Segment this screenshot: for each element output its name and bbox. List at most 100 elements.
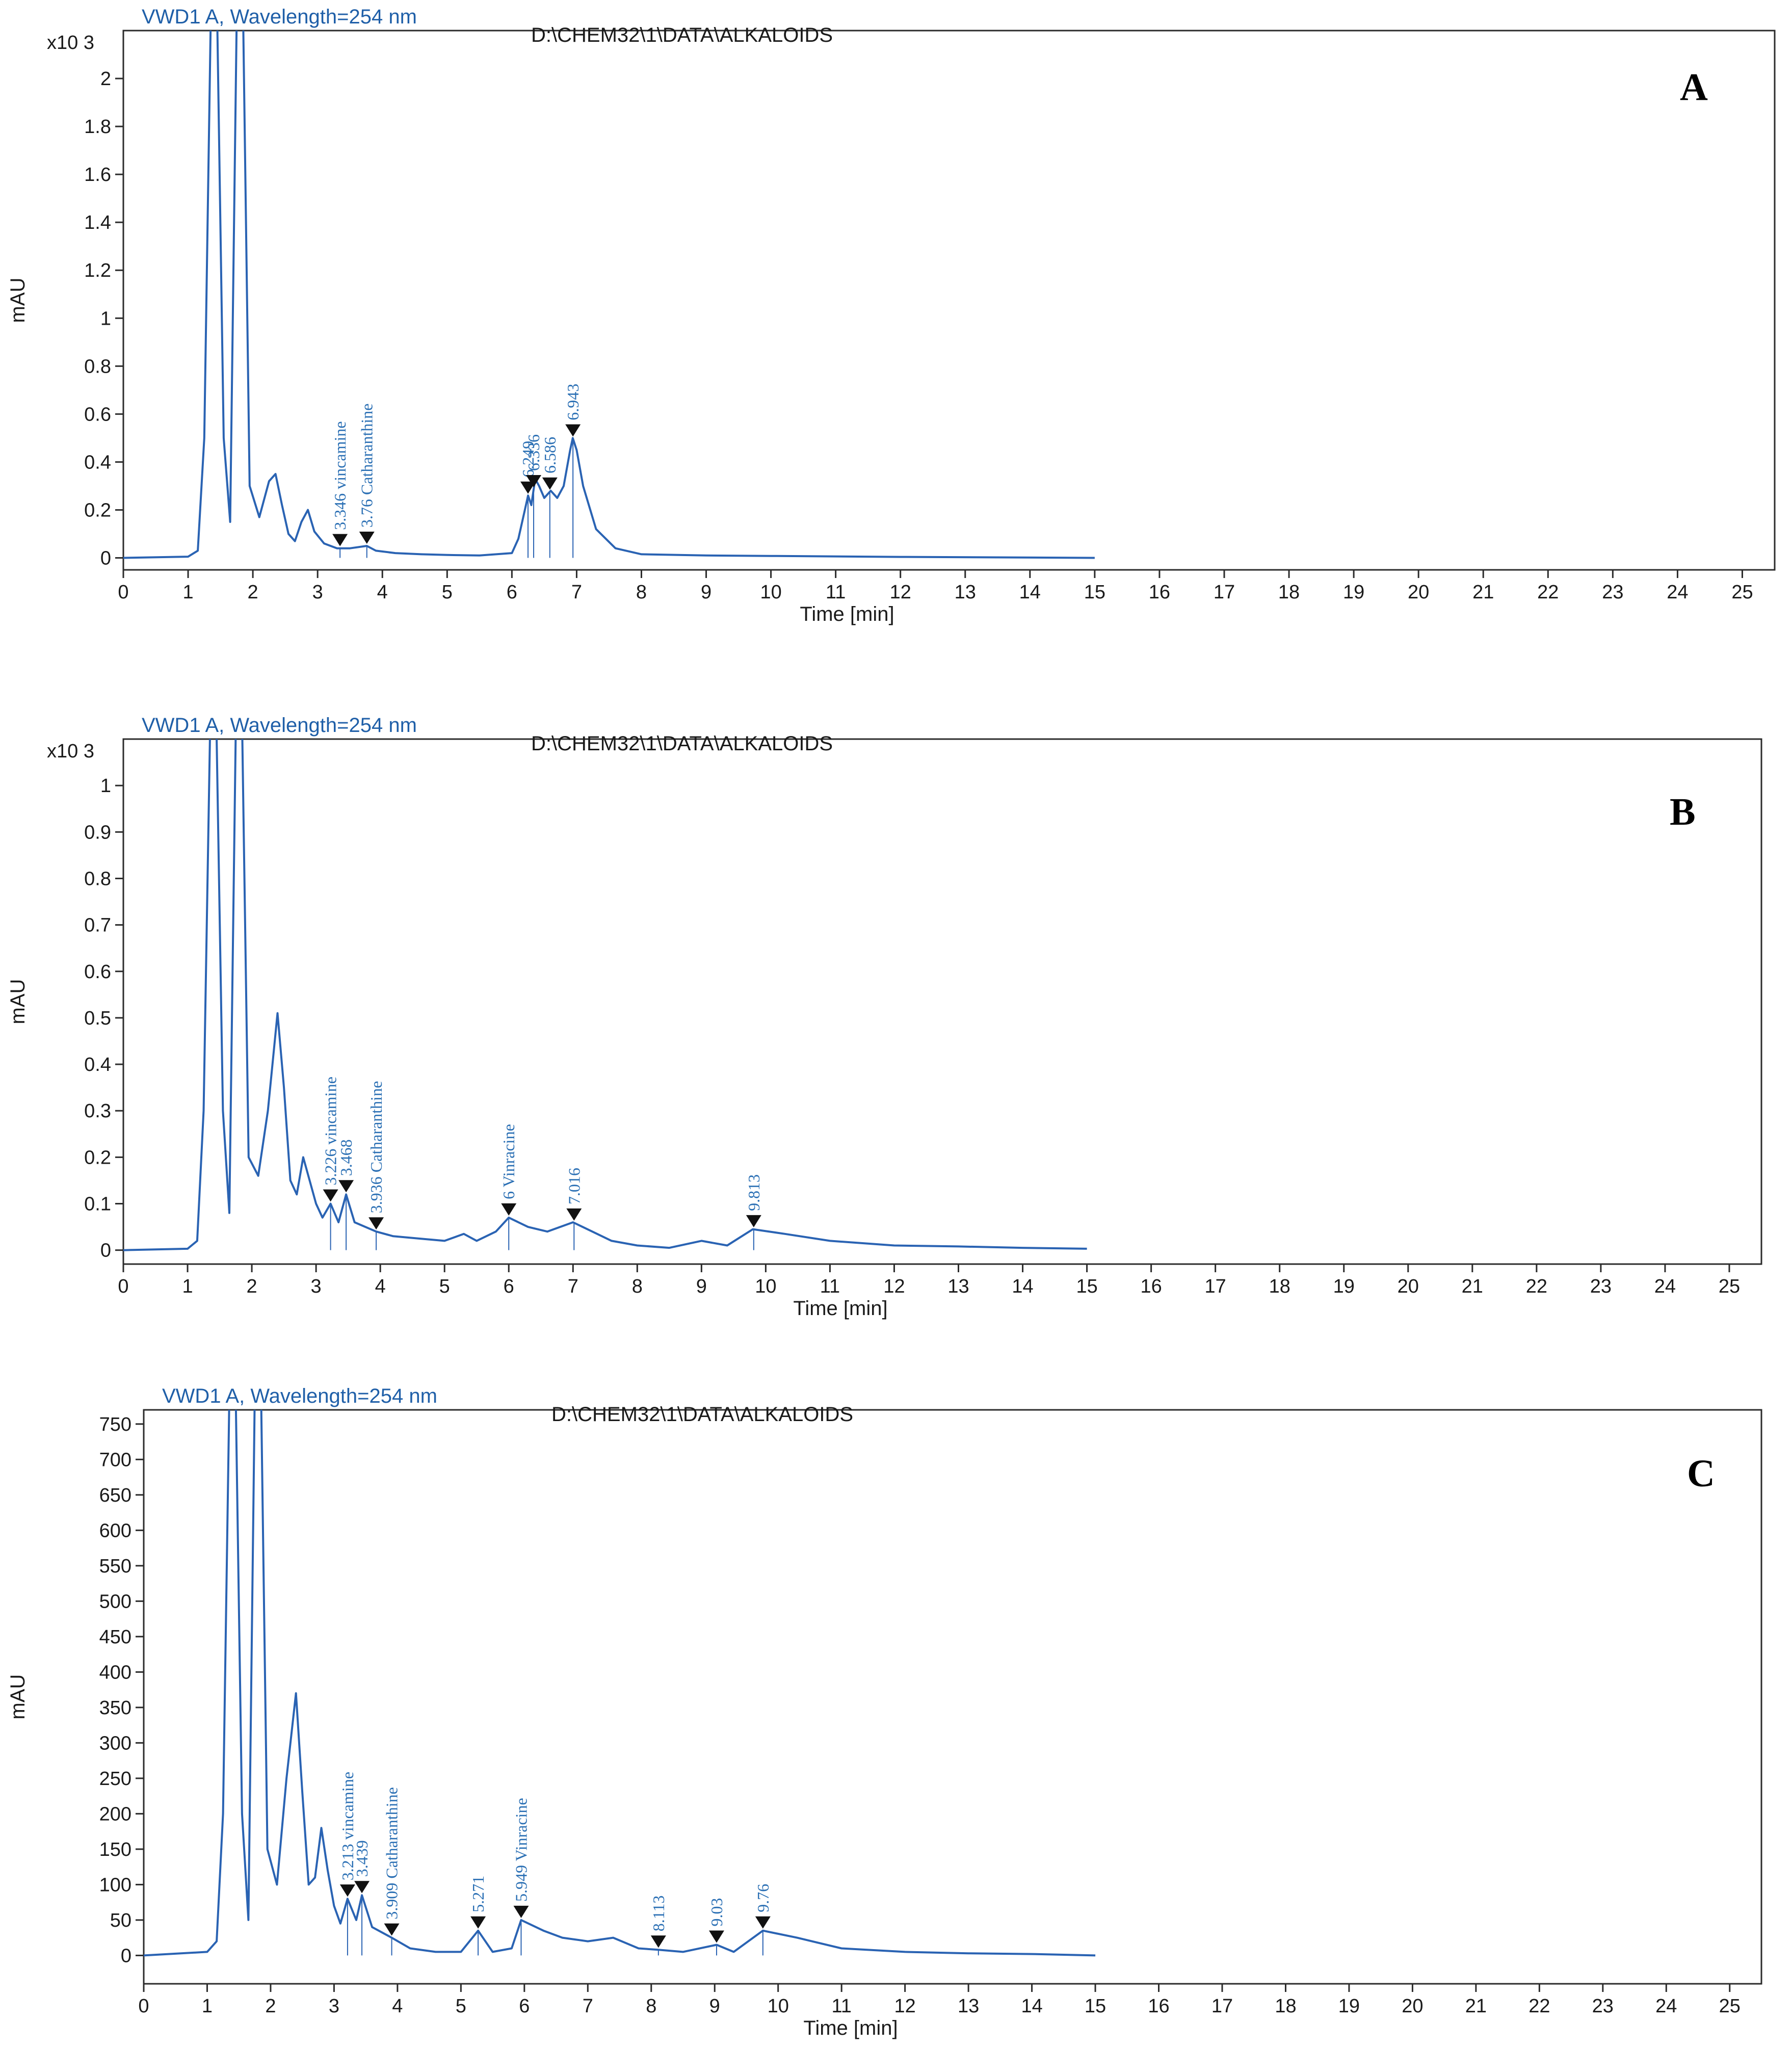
peak-label: 3.909 Catharanthine xyxy=(383,1787,401,1919)
peak-label: 3.468 xyxy=(337,1139,355,1176)
x-tick-label: 2 xyxy=(248,582,258,603)
y-tick-label: 150 xyxy=(99,1839,131,1860)
x-axis-label: Time [min] xyxy=(800,603,894,625)
peak-marker xyxy=(368,1217,384,1230)
y-tick-label: 1 xyxy=(100,308,111,329)
x-tick-label: 1 xyxy=(182,1276,193,1297)
peak-marker xyxy=(384,1923,400,1936)
y-tick-label: 0.9 xyxy=(84,822,111,843)
peak-label: 6.336 xyxy=(524,434,543,471)
x-tick-label: 18 xyxy=(1278,582,1300,603)
y-axis-label: mAU xyxy=(7,278,29,323)
y-tick-label: 1 xyxy=(100,775,111,797)
peak-marker xyxy=(708,1930,724,1943)
x-tick-label: 24 xyxy=(1654,1276,1676,1297)
peak-marker xyxy=(354,1881,370,1894)
y-multiplier: x10 3 xyxy=(47,741,94,762)
peak-label: 3.76 Catharanthine xyxy=(358,403,376,527)
peak-marker xyxy=(501,1203,517,1216)
signal-header: VWD1 A, Wavelength=254 nm xyxy=(142,6,417,28)
x-tick-label: 11 xyxy=(820,1276,840,1297)
x-tick-label: 25 xyxy=(1719,1996,1741,2017)
x-tick-label: 3 xyxy=(312,582,323,603)
peak-marker xyxy=(650,1935,666,1948)
x-tick-label: 8 xyxy=(636,582,647,603)
x-tick-label: 8 xyxy=(632,1276,643,1297)
y-tick-label: 350 xyxy=(99,1697,131,1719)
x-tick-label: 3 xyxy=(329,1996,339,2017)
y-tick-label: 0.2 xyxy=(84,1147,111,1168)
x-tick-label: 4 xyxy=(375,1276,386,1297)
y-tick-label: 550 xyxy=(99,1556,131,1577)
signal-trace xyxy=(123,31,1095,559)
x-tick-label: 22 xyxy=(1526,1276,1547,1297)
peak-label: 6.943 xyxy=(564,384,582,421)
file-path-header: D:\CHEM32\1\DATA\ALKALOIDS xyxy=(551,1403,853,1426)
x-tick-label: 23 xyxy=(1592,1996,1614,2017)
y-tick-label: 0.6 xyxy=(84,404,111,425)
x-tick-label: 22 xyxy=(1529,1996,1550,2017)
x-tick-label: 11 xyxy=(826,582,846,603)
y-tick-label: 2 xyxy=(100,68,111,90)
y-tick-label: 750 xyxy=(99,1414,131,1435)
peak-label: 6 Vinracine xyxy=(499,1124,518,1199)
y-tick-label: 100 xyxy=(99,1874,131,1896)
y-tick-label: 0 xyxy=(100,547,111,569)
x-tick-label: 1 xyxy=(182,582,193,603)
peak-label: 3.439 xyxy=(353,1840,371,1877)
y-tick-label: 600 xyxy=(99,1520,131,1541)
x-tick-label: 19 xyxy=(1343,582,1364,603)
x-tick-label: 9 xyxy=(696,1276,707,1297)
peak-marker xyxy=(339,1884,355,1897)
peak-marker xyxy=(755,1916,771,1929)
x-tick-label: 21 xyxy=(1462,1276,1483,1297)
x-tick-label: 13 xyxy=(958,1996,979,2017)
x-tick-label: 15 xyxy=(1084,582,1105,603)
file-path-header: D:\CHEM32\1\DATA\ALKALOIDS xyxy=(531,732,833,755)
x-tick-label: 0 xyxy=(118,582,128,603)
panel-letter: A xyxy=(1680,66,1708,109)
peak-label: 3.936 Catharanthine xyxy=(367,1081,385,1213)
x-tick-label: 13 xyxy=(955,582,976,603)
x-tick-label: 18 xyxy=(1275,1996,1296,2017)
y-tick-label: 0.4 xyxy=(84,1054,111,1075)
x-axis-label: Time [min] xyxy=(793,1297,887,1320)
peak-label: 6.586 xyxy=(541,437,559,474)
x-tick-label: 12 xyxy=(883,1276,905,1297)
panel-letter: C xyxy=(1687,1452,1715,1495)
y-tick-label: 0.8 xyxy=(84,868,111,889)
x-tick-label: 20 xyxy=(1402,1996,1423,2017)
x-tick-label: 14 xyxy=(1019,582,1041,603)
peak-marker xyxy=(513,1905,529,1918)
x-tick-label: 5 xyxy=(456,1996,466,2017)
y-tick-label: 450 xyxy=(99,1626,131,1648)
x-tick-label: 4 xyxy=(392,1996,403,2017)
x-tick-label: 14 xyxy=(1012,1276,1033,1297)
x-tick-label: 5 xyxy=(439,1276,450,1297)
x-tick-label: 17 xyxy=(1214,582,1235,603)
x-tick-label: 16 xyxy=(1149,582,1170,603)
peak-marker xyxy=(542,477,558,490)
y-tick-label: 50 xyxy=(110,1910,131,1931)
x-tick-label: 1 xyxy=(202,1996,213,2017)
signal-trace xyxy=(144,1410,1096,1957)
x-tick-label: 24 xyxy=(1667,582,1688,603)
signal-header: VWD1 A, Wavelength=254 nm xyxy=(162,1385,437,1407)
panel-c: VWD1 A, Wavelength=254 nm D:\CHEM32\1\DAT… xyxy=(7,1385,1762,2039)
y-tick-label: 0 xyxy=(100,1240,111,1262)
x-tick-label: 0 xyxy=(118,1276,128,1297)
peak-label: 8.113 xyxy=(649,1895,668,1931)
x-tick-label: 10 xyxy=(768,1996,789,2017)
peak-marker xyxy=(338,1180,354,1193)
y-tick-label: 650 xyxy=(99,1485,131,1506)
y-tick-label: 1.6 xyxy=(84,164,111,186)
x-tick-label: 13 xyxy=(947,1276,969,1297)
x-tick-label: 14 xyxy=(1021,1996,1042,2017)
x-tick-label: 25 xyxy=(1719,1276,1740,1297)
peak-label: 3.213 vincamine xyxy=(338,1772,357,1880)
y-tick-label: 700 xyxy=(99,1449,131,1471)
x-tick-label: 7 xyxy=(583,1996,593,2017)
x-axis-label: Time [min] xyxy=(803,2017,898,2039)
y-tick-label: 500 xyxy=(99,1591,131,1612)
